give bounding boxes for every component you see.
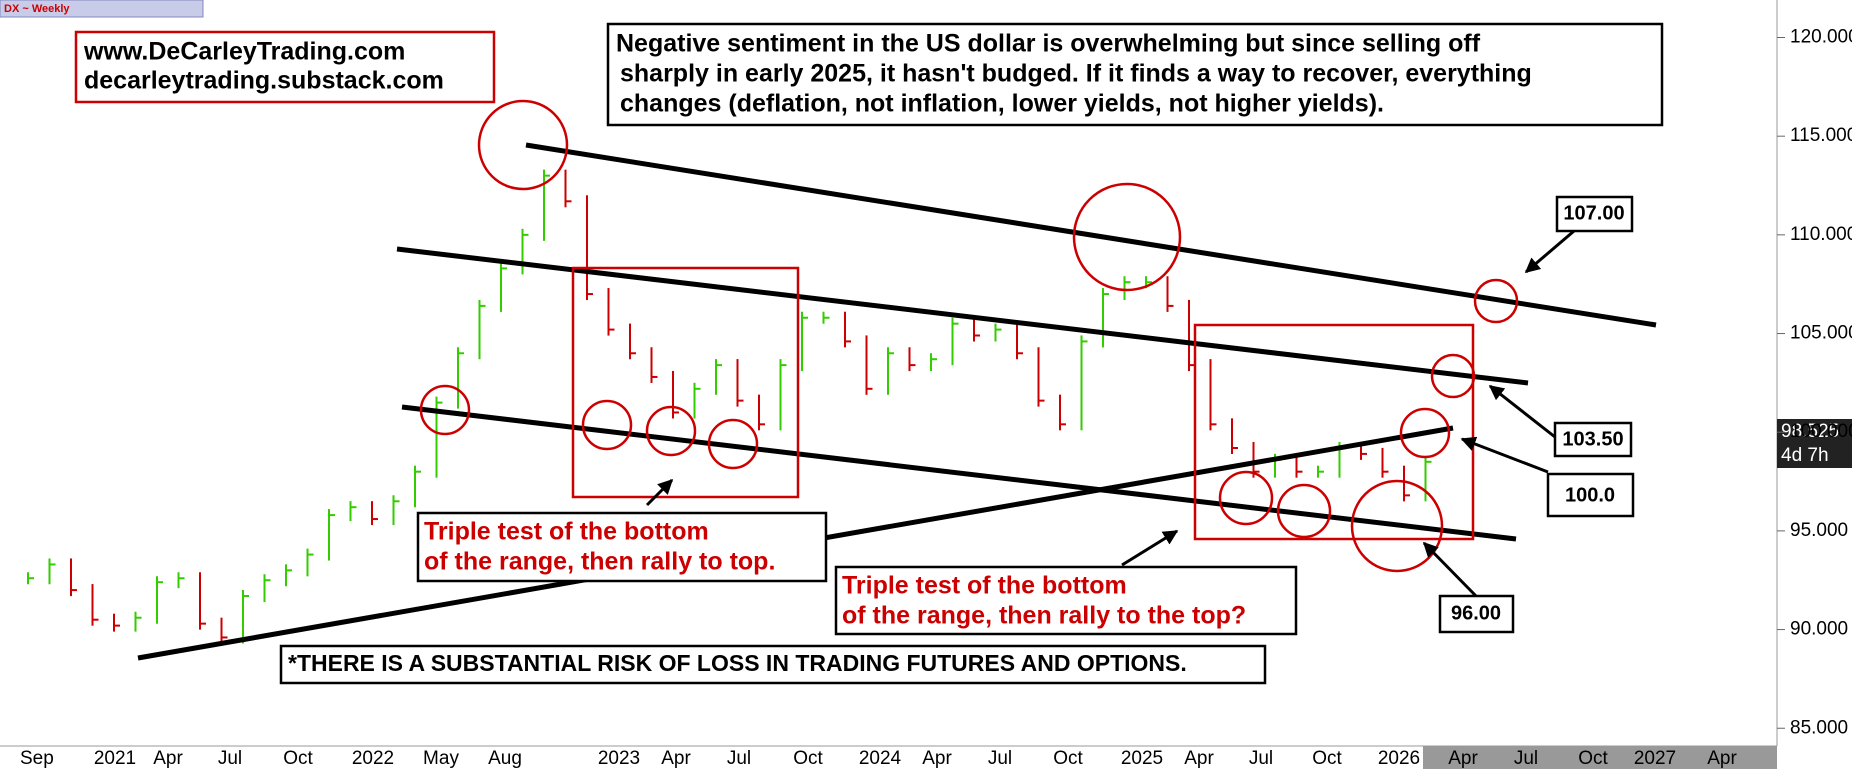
- x-tick-label: Jul: [1249, 748, 1273, 769]
- level-label: 107.00: [1563, 202, 1624, 224]
- x-tick-label: 2026: [1378, 748, 1420, 769]
- x-tick-label: Apr: [1707, 748, 1737, 769]
- y-tick-label: 115.000: [1790, 125, 1852, 146]
- circle: [1473, 278, 1519, 324]
- level-box: [1553, 421, 1633, 458]
- x-tick-label: 2027: [1634, 748, 1676, 769]
- range-box: [1193, 323, 1475, 541]
- trendline: [396, 246, 1529, 386]
- website: www.DeCarleyTrading.com: [83, 38, 405, 66]
- x-tick-label: Oct: [1053, 748, 1083, 769]
- level-label: 96.00: [1451, 602, 1501, 624]
- y-tick-label: 105.000: [1790, 323, 1852, 344]
- note-line: changes (deflation, not inflation, lower…: [620, 90, 1384, 118]
- x-tick-label: Oct: [793, 748, 823, 769]
- x-tick-label: Aug: [488, 748, 522, 769]
- x-tick-label: 2024: [859, 748, 902, 769]
- note-line: Negative sentiment in the US dollar is o…: [616, 30, 1481, 58]
- y-tick-label: 90.000: [1790, 619, 1848, 640]
- circle: [1430, 353, 1476, 399]
- annotation: of the range, then rally to the top?: [842, 602, 1246, 630]
- x-tick-label: Apr: [661, 748, 691, 769]
- circle: [1072, 182, 1182, 292]
- y-tick-label: 85.000: [1790, 717, 1848, 738]
- note-line: sharply in early 2025, it hasn't budged.…: [620, 60, 1532, 88]
- x-tick-label: 2023: [598, 748, 640, 769]
- arrow: [1460, 436, 1549, 474]
- circle: [1399, 407, 1451, 459]
- y-tick-label: 100.000: [1790, 421, 1852, 442]
- y-tick-label: 110.000: [1790, 224, 1852, 245]
- x-tick-label: Jul: [1514, 748, 1538, 769]
- annotation: Triple test of the bottom: [842, 572, 1127, 600]
- x-tick-label: Oct: [1312, 748, 1342, 769]
- circle: [1276, 483, 1332, 539]
- price-bars: [27, 169, 1432, 644]
- disclaimer: *THERE IS A SUBSTANTIAL RISK OF LOSS IN …: [288, 650, 1187, 676]
- website: decarleytrading.substack.com: [84, 67, 444, 95]
- x-tick-label: May: [423, 748, 459, 769]
- annotation-box: [834, 565, 1298, 636]
- x-tick-label: Jul: [218, 748, 242, 769]
- arrows: [645, 229, 1575, 598]
- level-label: 100.0: [1565, 484, 1615, 506]
- trendline: [525, 142, 1657, 328]
- last-price: 98.525: [1781, 421, 1839, 442]
- x-tick-label: Apr: [1448, 748, 1478, 769]
- circle: [419, 384, 471, 436]
- level-box: [1546, 472, 1635, 518]
- circle: [645, 405, 697, 457]
- symbol-box: [0, 0, 204, 18]
- x-tick-label: Apr: [153, 748, 183, 769]
- highlights: [419, 99, 1519, 573]
- arrow: [1488, 384, 1556, 439]
- x-tick-label: Sep: [20, 748, 54, 769]
- arrow: [1422, 541, 1478, 598]
- level-label: 103.50: [1562, 428, 1623, 450]
- y-tick-label: 120.000: [1790, 27, 1852, 48]
- arrow: [1524, 229, 1575, 274]
- level-box: [1555, 195, 1634, 233]
- x-tick-label: Oct: [1578, 748, 1608, 769]
- x-tick-label: Oct: [283, 748, 313, 769]
- website-box: [74, 30, 496, 104]
- x-tick-label: Apr: [922, 748, 952, 769]
- level-box: [1438, 594, 1515, 634]
- y-tick-label: 95.000: [1790, 520, 1848, 541]
- circle: [477, 99, 569, 191]
- x-tick-label: 2022: [352, 748, 394, 769]
- time-left: 4d 7h: [1781, 445, 1829, 466]
- x-tick-label: Jul: [727, 748, 751, 769]
- annotation-box: [416, 511, 828, 583]
- price-box: [1777, 419, 1852, 468]
- symbol-label: DX ~ Weekly: [4, 3, 70, 15]
- arrow: [1121, 529, 1179, 567]
- arrow: [645, 478, 674, 507]
- disclaimer-box: [279, 644, 1267, 685]
- x-tick-label: Apr: [1184, 748, 1214, 769]
- annotation: of the range, then rally to top.: [424, 548, 775, 576]
- range-box: [571, 266, 800, 499]
- note-box: [606, 22, 1664, 127]
- x-tick-label: Jul: [988, 748, 1012, 769]
- circle: [1218, 470, 1274, 526]
- annotation: Triple test of the bottom: [424, 518, 709, 546]
- circle: [707, 418, 759, 470]
- circle: [581, 399, 633, 451]
- x-tick-label: 2025: [1121, 748, 1163, 769]
- circle: [1350, 479, 1444, 573]
- future-band: [1423, 746, 1777, 769]
- x-tick-label: 2021: [94, 748, 136, 769]
